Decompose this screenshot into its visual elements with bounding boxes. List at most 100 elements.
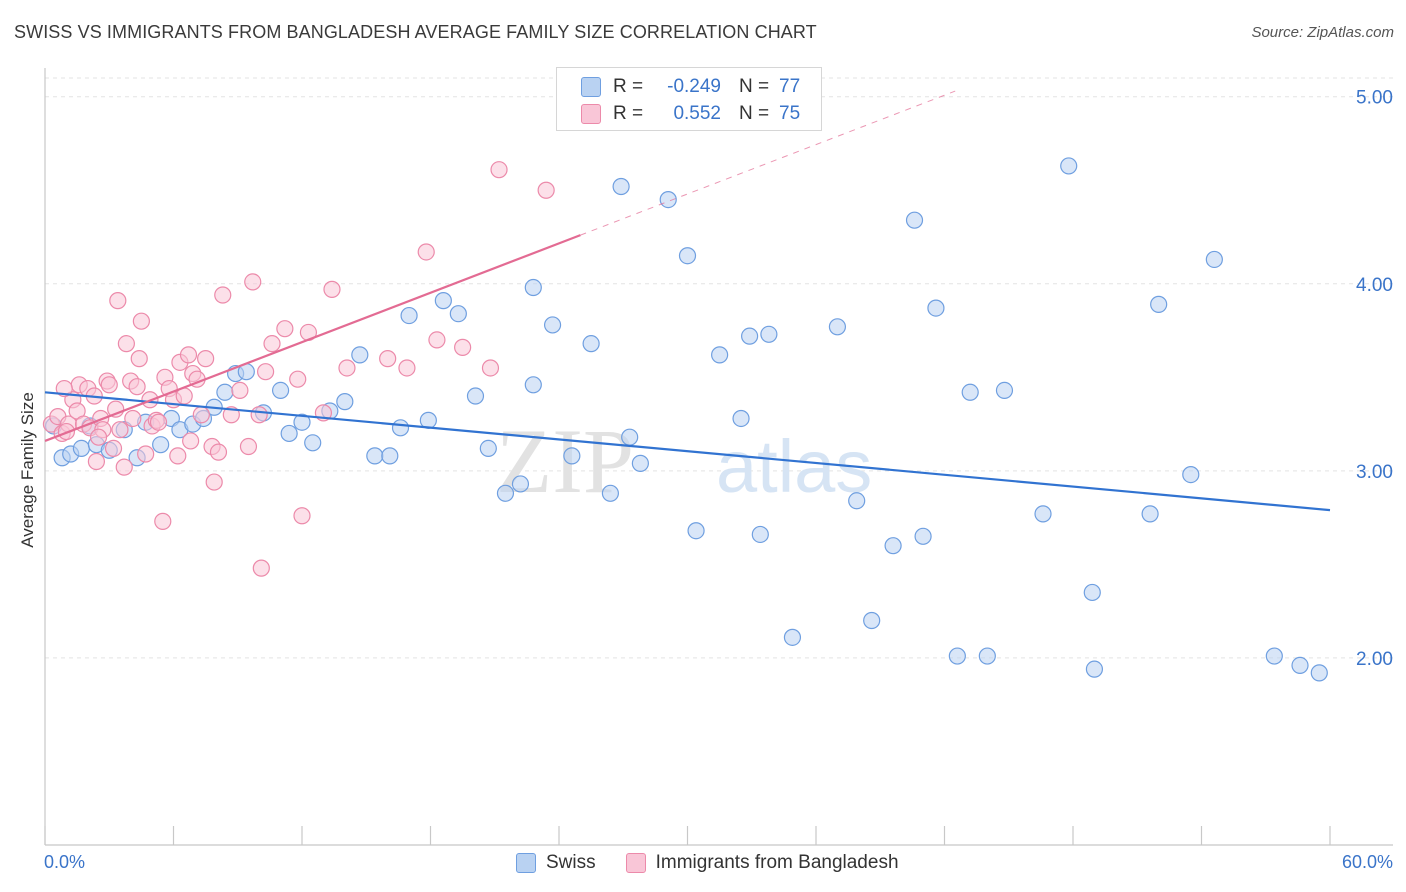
swiss-point — [978, 647, 996, 665]
bangladesh-point — [398, 359, 416, 377]
swiss-point — [884, 537, 902, 555]
swiss-point — [511, 475, 530, 493]
y-tick-label: 4.00 — [1356, 275, 1393, 296]
r-value-swiss: -0.249 — [667, 76, 721, 97]
bangladesh-point — [109, 292, 127, 310]
swiss-point — [741, 327, 759, 345]
bangladesh-point — [481, 359, 500, 377]
bangladesh-point — [338, 359, 356, 377]
swiss-point — [293, 413, 311, 431]
legend-row-bangladesh: R = 0.552 N = 75 — [581, 101, 800, 127]
swiss-point — [304, 434, 322, 452]
bangladesh-point — [239, 437, 258, 456]
swiss-point — [631, 454, 649, 472]
bangladesh-point — [192, 406, 210, 424]
swiss-point — [732, 409, 750, 428]
swiss-point — [863, 611, 881, 630]
swiss-point — [1034, 505, 1052, 523]
bangladesh-point — [231, 381, 249, 400]
r-value-bangladesh: 0.552 — [673, 103, 721, 124]
swiss-swatch — [581, 77, 601, 97]
bangladesh-point — [205, 473, 223, 491]
swiss-point — [1083, 583, 1101, 602]
bangladesh-point — [454, 338, 472, 356]
swiss-point — [391, 419, 410, 437]
swiss-point — [848, 492, 866, 510]
bangladesh-point — [182, 432, 200, 450]
bangladesh-point — [289, 370, 307, 388]
bangladesh-point — [89, 428, 108, 446]
n-label: N = — [739, 103, 770, 124]
y-tick-labels: 2.00 3.00 4.00 5.00 — [1356, 88, 1393, 670]
bangladesh-point — [252, 559, 270, 577]
bangladesh-point — [130, 350, 148, 368]
bangladesh-point — [124, 409, 142, 428]
bangladesh-point — [137, 445, 155, 463]
swiss-point — [72, 439, 91, 458]
bangladesh-point — [179, 346, 198, 364]
bangladesh-point — [55, 379, 73, 398]
stats-legend: R = -0.249 N = 77 R = 0.552 N = 75 — [556, 67, 822, 131]
swiss-point — [351, 346, 369, 364]
swiss-point — [336, 393, 354, 411]
trend-lines — [44, 90, 1331, 512]
bangladesh-point — [263, 335, 281, 353]
bangladesh-point — [214, 286, 232, 304]
bangladesh-point — [417, 243, 435, 261]
n-value-swiss: 77 — [779, 76, 801, 97]
swiss-point — [400, 306, 418, 325]
swiss-point — [152, 436, 170, 454]
watermark: ZIP atlas — [496, 410, 872, 512]
swiss-point — [449, 305, 467, 323]
bangladesh-point — [154, 512, 172, 530]
swiss-point — [1182, 465, 1200, 484]
r-label: R = — [613, 76, 644, 97]
swiss-point — [914, 527, 932, 545]
n-label: N = — [739, 76, 770, 97]
r-label: R = — [613, 103, 644, 124]
legend-item-swiss[interactable]: Swiss — [516, 852, 596, 874]
bangladesh-point — [256, 363, 275, 381]
swiss-point — [927, 299, 945, 317]
swiss-point — [524, 376, 542, 394]
swiss-point — [563, 447, 581, 465]
swiss-point — [678, 247, 697, 265]
bangladesh-point — [379, 350, 397, 368]
swiss-point — [995, 381, 1014, 400]
swiss-point — [1265, 647, 1283, 665]
x-tick-min: 0.0% — [44, 852, 86, 872]
chart-title: SWISS VS IMMIGRANTS FROM BANGLADESH AVER… — [14, 22, 817, 42]
bangladesh-point — [276, 320, 294, 338]
swiss-point — [366, 447, 384, 465]
bangladesh-point — [537, 181, 555, 199]
bangladesh-point — [250, 406, 268, 424]
legend-row-swiss: R = -0.249 N = 77 — [581, 74, 800, 100]
swiss-point — [905, 211, 924, 229]
legend-label-bangladesh: Immigrants from Bangladesh — [655, 852, 899, 873]
bangladesh-point — [87, 452, 106, 471]
bangladesh-point — [149, 413, 168, 431]
bangladesh-point — [132, 312, 150, 330]
y-tick-label: 3.00 — [1356, 462, 1393, 483]
swiss-point — [1291, 656, 1309, 675]
legend-label-swiss: Swiss — [546, 852, 596, 873]
swiss-point — [687, 522, 705, 540]
swiss-point — [496, 484, 515, 502]
swiss-point — [612, 177, 630, 196]
bangladesh-point — [323, 280, 341, 298]
bangladesh-point — [428, 331, 446, 349]
bangladesh-point — [117, 335, 135, 353]
legend-item-bangladesh[interactable]: Immigrants from Bangladesh — [625, 852, 899, 874]
swiss-swatch — [516, 853, 536, 873]
series-legend: Swiss Immigrants from Bangladesh — [516, 852, 929, 874]
swiss-point — [280, 424, 298, 443]
bangladesh-point — [293, 507, 311, 525]
swiss-point — [582, 335, 600, 353]
swiss-point — [621, 428, 639, 446]
swiss-point — [1141, 505, 1159, 523]
swiss-point — [1060, 157, 1078, 175]
bangladesh-point — [115, 458, 133, 476]
bangladesh-trend-line — [44, 234, 581, 442]
bangladesh-point — [104, 439, 123, 458]
